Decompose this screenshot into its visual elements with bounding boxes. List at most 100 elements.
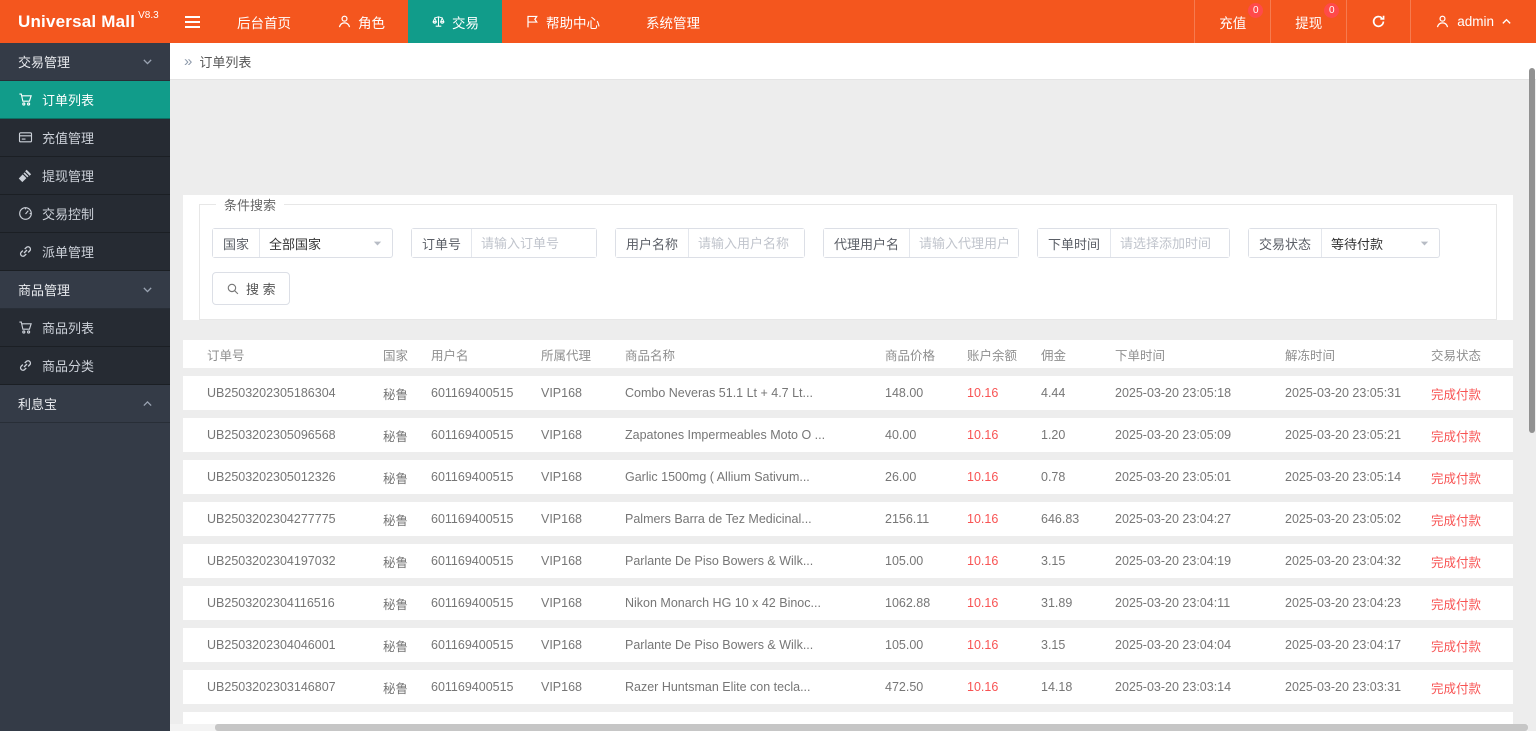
search-select[interactable]: 全部国家 bbox=[260, 229, 392, 257]
top-menu-label: 帮助中心 bbox=[546, 15, 600, 31]
cell: 2025-03-20 23:04:17 bbox=[1285, 638, 1402, 652]
cell: 1.20 bbox=[1041, 428, 1066, 442]
sidebar: 交易管理订单列表充值管理提现管理 交易控制派单管理商品管理 商品列表商品分类利息宝 bbox=[0, 43, 170, 731]
search-input[interactable] bbox=[910, 229, 1018, 257]
sidebar-item-0-1[interactable]: 充值管理 bbox=[0, 119, 170, 157]
cell: VIP168 bbox=[541, 680, 583, 694]
search-icon bbox=[226, 282, 240, 296]
scale-icon bbox=[431, 14, 446, 29]
cell: 10.16 bbox=[967, 428, 999, 442]
cell: 10.16 bbox=[967, 512, 999, 526]
chevron-up-icon bbox=[1501, 16, 1512, 27]
cell: 完成付款 bbox=[1431, 555, 1482, 570]
sidebar-group-header-2[interactable]: 利息宝 bbox=[0, 385, 170, 423]
search-field-label: 代理用户名 bbox=[824, 229, 911, 257]
search-button[interactable]: 搜 索 bbox=[212, 272, 290, 305]
search-field-label: 国家 bbox=[213, 229, 261, 257]
caret-down-icon bbox=[372, 238, 383, 249]
user-menu[interactable]: admin bbox=[1410, 0, 1536, 43]
cell: 2025-03-20 23:04:23 bbox=[1285, 596, 1402, 610]
cell: Combo Neveras 51.1 Lt + 4.7 Lt... bbox=[625, 386, 813, 400]
sidebar-item-label: 派单管理 bbox=[42, 245, 95, 260]
top-menu-item-0[interactable]: 后台首页 bbox=[214, 0, 314, 43]
chevron-down-icon bbox=[141, 55, 154, 68]
cell: UB2503202303146807 bbox=[207, 680, 336, 694]
cell: 3.15 bbox=[1041, 554, 1066, 568]
search-field-4: 下单时间 bbox=[1037, 228, 1230, 258]
search-select[interactable]: 等待付款 bbox=[1322, 229, 1439, 257]
sidebar-item-0-4[interactable]: 派单管理 bbox=[0, 233, 170, 271]
cell: 2025-03-20 23:04:19 bbox=[1115, 554, 1232, 568]
search-legend: 条件搜索 bbox=[224, 198, 277, 213]
cell: UB2503202304046001 bbox=[207, 638, 336, 652]
cell: UB2503202304116516 bbox=[207, 596, 335, 610]
cell: VIP168 bbox=[541, 428, 583, 442]
column-header: 佣金 bbox=[1041, 348, 1067, 363]
brand-version: V8.3 bbox=[138, 10, 159, 21]
search-field-0: 国家 全部国家 bbox=[212, 228, 393, 258]
top-menu-item-2[interactable]: 交易 bbox=[408, 0, 502, 43]
cell: VIP168 bbox=[541, 512, 583, 526]
cell: Razer Huntsman Elite con tecla... bbox=[625, 680, 811, 694]
link-icon bbox=[18, 244, 33, 259]
sidebar-item-1-1[interactable]: 商品分类 bbox=[0, 347, 170, 385]
cell: 秘鲁 bbox=[383, 597, 409, 612]
chevron-up-icon bbox=[141, 397, 154, 410]
cell: Garlic 1500mg ( Allium Sativum... bbox=[625, 470, 810, 484]
search-select-value: 等待付款 bbox=[1331, 236, 1384, 252]
gauge-icon bbox=[18, 206, 33, 221]
top-menu-item-1[interactable]: 角色 bbox=[314, 0, 408, 43]
sidebar-item-label: 商品分类 bbox=[42, 359, 95, 374]
cell: 2025-03-20 23:03:31 bbox=[1285, 680, 1402, 694]
vertical-scrollbar-thumb[interactable] bbox=[1529, 68, 1535, 433]
breadcrumb-icon: » bbox=[184, 52, 193, 70]
user-icon bbox=[337, 14, 352, 29]
sidebar-toggle-button[interactable] bbox=[170, 0, 214, 43]
sidebar-group-header-1[interactable]: 商品管理 bbox=[0, 271, 170, 309]
cell: 601169400515 bbox=[431, 512, 514, 526]
sidebar-item-0-0[interactable]: 订单列表 bbox=[0, 81, 170, 119]
caret-down-icon bbox=[1419, 238, 1430, 249]
horizontal-scrollbar-thumb[interactable] bbox=[215, 724, 1528, 731]
cell: 完成付款 bbox=[1431, 513, 1482, 528]
orders-table: 订单号 国家 用户名 所属代理 商品名称 商品价格 账户余额 佣金 下单时间 解冻时间 交易状态 U… bbox=[183, 340, 1513, 731]
recharge-button[interactable]: 充值 0 bbox=[1194, 0, 1270, 43]
withdraw-button[interactable]: 提现 0 bbox=[1270, 0, 1346, 43]
sidebar-group-header-0[interactable]: 交易管理 bbox=[0, 43, 170, 81]
cell: 601169400515 bbox=[431, 638, 514, 652]
search-field-label: 用户名称 bbox=[616, 229, 690, 257]
sidebar-item-label: 订单列表 bbox=[42, 93, 95, 108]
cell: 601169400515 bbox=[431, 680, 514, 694]
cell: 秘鲁 bbox=[383, 639, 409, 654]
top-menu-item-3[interactable]: 帮助中心 bbox=[502, 0, 623, 43]
sidebar-item-label: 充值管理 bbox=[42, 131, 95, 146]
cell: VIP168 bbox=[541, 638, 583, 652]
cell: 完成付款 bbox=[1431, 639, 1482, 654]
top-menu-item-4[interactable]: 系统管理 bbox=[623, 0, 723, 43]
search-input[interactable] bbox=[1111, 229, 1229, 257]
cell: UB2503202305186304 bbox=[207, 386, 336, 400]
cell: Palmers Barra de Tez Medicinal... bbox=[625, 512, 812, 526]
sidebar-item-0-2[interactable]: 提现管理 bbox=[0, 157, 170, 195]
cell: 601169400515 bbox=[431, 428, 514, 442]
search-button-label: 搜 索 bbox=[246, 282, 276, 297]
cell: 完成付款 bbox=[1431, 387, 1482, 402]
cell: 1062.88 bbox=[885, 596, 931, 610]
username: admin bbox=[1457, 14, 1494, 29]
search-field-2: 用户名称 bbox=[615, 228, 805, 258]
cell: UB2503202305096568 bbox=[207, 428, 336, 442]
search-input[interactable] bbox=[689, 229, 804, 257]
vertical-scrollbar bbox=[1528, 43, 1536, 731]
table-row: UB2503202305096568 秘鲁 601169400515 VIP168 Za… bbox=[183, 418, 1513, 452]
sidebar-item-0-3[interactable]: 交易控制 bbox=[0, 195, 170, 233]
refresh-button[interactable] bbox=[1346, 0, 1410, 43]
cell: 2025-03-20 23:04:27 bbox=[1115, 512, 1232, 526]
cell: 秘鲁 bbox=[383, 471, 409, 486]
cell: 完成付款 bbox=[1431, 471, 1482, 486]
cell: 472.50 bbox=[885, 680, 924, 694]
cell: 601169400515 bbox=[431, 386, 514, 400]
sidebar-item-1-0[interactable]: 商品列表 bbox=[0, 309, 170, 347]
cell: 40.00 bbox=[885, 428, 917, 442]
search-input[interactable] bbox=[472, 229, 596, 257]
topbar-menu: 后台首页 角色 交易 帮助中心 系统管理 bbox=[170, 0, 1194, 43]
